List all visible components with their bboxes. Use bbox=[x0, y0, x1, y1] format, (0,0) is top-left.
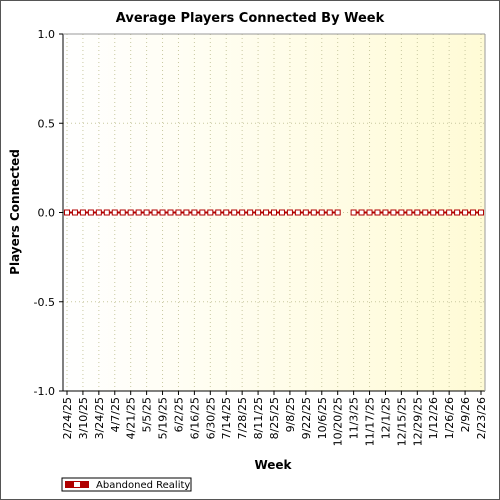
data-point bbox=[263, 209, 270, 216]
data-point bbox=[390, 209, 397, 216]
x-tick-label: 10/20/25 bbox=[332, 397, 345, 446]
x-tick-label: 2/24/25 bbox=[61, 397, 74, 439]
data-point bbox=[478, 209, 484, 216]
x-tick-label: 8/11/25 bbox=[252, 397, 265, 439]
x-tick-label: 1/26/26 bbox=[443, 397, 456, 439]
data-point bbox=[422, 209, 429, 216]
y-tick-label: 1.0 bbox=[38, 28, 56, 41]
data-point bbox=[302, 209, 309, 216]
data-point bbox=[87, 209, 94, 216]
data-point bbox=[398, 209, 405, 216]
data-point bbox=[470, 209, 477, 216]
legend-label: Abandoned Reality bbox=[96, 480, 190, 491]
data-point bbox=[95, 209, 102, 216]
chart-title: Average Players Connected By Week bbox=[116, 11, 385, 26]
x-tick-label: 3/10/25 bbox=[77, 397, 90, 439]
data-point bbox=[326, 209, 333, 216]
series-abandoned-reality bbox=[64, 209, 484, 216]
x-tick-label: 6/30/25 bbox=[204, 397, 217, 439]
data-point bbox=[207, 209, 214, 216]
y-axis-ticks: 1.0 0.5 0.0 -0.5 -1.0 bbox=[34, 28, 63, 398]
legend-box bbox=[61, 477, 192, 492]
x-tick-label: 9/22/25 bbox=[300, 397, 313, 439]
data-point bbox=[135, 209, 142, 216]
data-point bbox=[366, 209, 373, 216]
data-point bbox=[103, 209, 110, 216]
data-point bbox=[462, 209, 469, 216]
data-point bbox=[239, 209, 246, 216]
x-tick-label: 6/16/25 bbox=[188, 397, 201, 439]
data-point bbox=[310, 209, 317, 216]
data-point bbox=[215, 209, 222, 216]
data-point bbox=[151, 209, 158, 216]
data-point bbox=[167, 209, 174, 216]
data-point bbox=[382, 209, 389, 216]
x-axis-title: Week bbox=[254, 458, 292, 472]
data-point bbox=[255, 209, 262, 216]
data-point bbox=[191, 209, 198, 216]
x-tick-label: 11/17/25 bbox=[364, 397, 377, 446]
data-point bbox=[159, 209, 166, 216]
x-tick-label: 4/7/25 bbox=[109, 397, 122, 432]
y-tick-label: 0.0 bbox=[38, 207, 56, 220]
x-tick-label: 8/25/25 bbox=[268, 397, 281, 439]
legend-marker bbox=[74, 482, 80, 487]
x-tick-label: 5/5/25 bbox=[141, 397, 154, 432]
data-point bbox=[183, 209, 190, 216]
data-point bbox=[430, 209, 437, 216]
data-point bbox=[127, 209, 134, 216]
data-point bbox=[143, 209, 150, 216]
data-point bbox=[374, 209, 381, 216]
data-point bbox=[454, 209, 461, 216]
data-point bbox=[199, 209, 206, 216]
data-point bbox=[271, 209, 277, 216]
x-tick-label: 7/14/25 bbox=[220, 397, 233, 439]
data-point bbox=[446, 209, 453, 216]
x-tick-label: 9/8/25 bbox=[284, 397, 297, 432]
x-tick-label: 4/21/25 bbox=[125, 397, 138, 439]
y-tick-label: 0.5 bbox=[38, 117, 56, 130]
data-point bbox=[111, 209, 118, 216]
data-point bbox=[119, 209, 126, 216]
data-point bbox=[71, 209, 78, 216]
x-tick-label: 12/29/25 bbox=[411, 397, 424, 446]
data-point bbox=[175, 209, 182, 216]
data-point bbox=[223, 209, 230, 216]
data-point bbox=[247, 209, 254, 216]
x-tick-label: 6/2/25 bbox=[172, 397, 185, 432]
data-point bbox=[334, 209, 341, 216]
data-point bbox=[231, 209, 238, 216]
y-tick-label: -1.0 bbox=[34, 385, 55, 398]
x-tick-label: 2/9/26 bbox=[459, 397, 472, 432]
x-tick-label: 12/15/25 bbox=[395, 397, 408, 446]
legend: Abandoned Reality bbox=[61, 477, 192, 492]
data-point bbox=[406, 209, 413, 216]
x-tick-label: 7/28/25 bbox=[236, 397, 249, 439]
x-tick-label: 12/1/25 bbox=[379, 397, 392, 439]
x-tick-label: 2/23/26 bbox=[475, 397, 488, 439]
x-tick-label: 1/12/26 bbox=[427, 397, 440, 439]
data-point bbox=[358, 209, 365, 216]
data-point bbox=[318, 209, 325, 216]
y-axis-title: Players Connected bbox=[8, 149, 22, 275]
x-tick-label: 11/3/25 bbox=[348, 397, 361, 439]
x-tick-label: 5/19/25 bbox=[157, 397, 170, 439]
data-point bbox=[414, 209, 421, 216]
data-point bbox=[79, 209, 86, 216]
x-tick-label: 3/24/25 bbox=[93, 397, 106, 439]
data-point bbox=[438, 209, 445, 216]
x-tick-label: 10/6/25 bbox=[316, 397, 329, 439]
data-point bbox=[294, 209, 301, 216]
data-point bbox=[278, 209, 285, 216]
data-point bbox=[350, 209, 357, 216]
x-axis-ticks: 2/24/25 3/10/25 3/24/25 4/7/25 4/21/25 5/5/25… bbox=[61, 391, 488, 446]
data-point bbox=[64, 209, 70, 216]
y-tick-label: -0.5 bbox=[34, 296, 55, 309]
data-point bbox=[286, 209, 293, 216]
